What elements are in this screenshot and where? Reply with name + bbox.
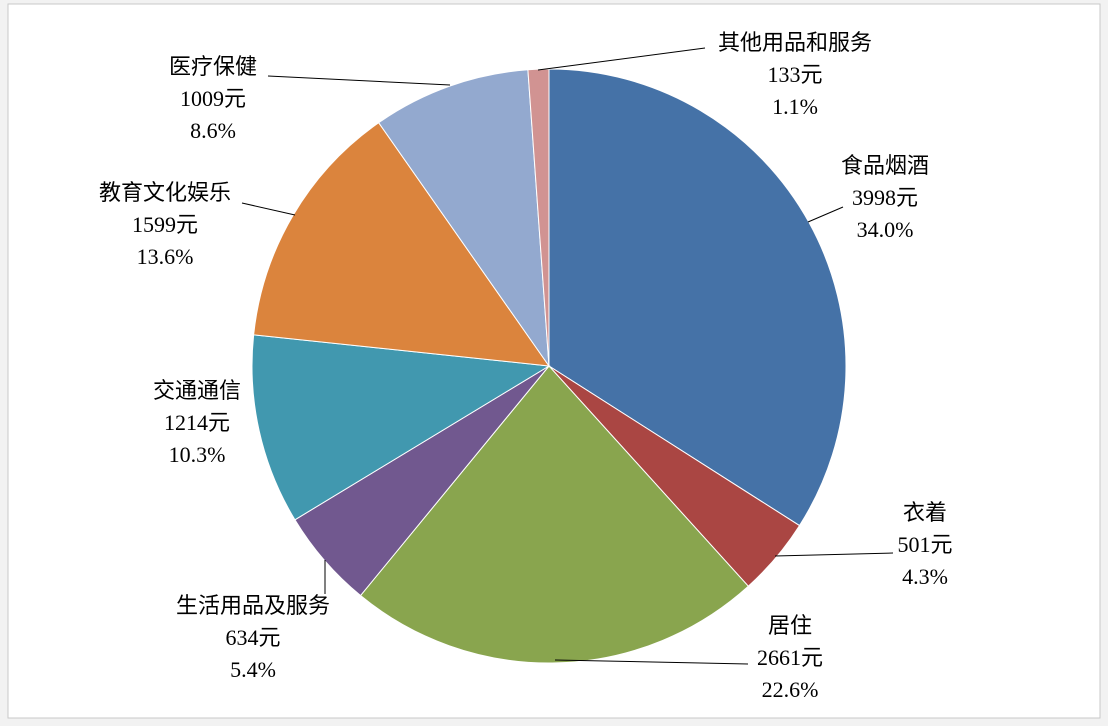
value-label: 1009元: [180, 86, 246, 111]
percent-label: 5.4%: [230, 657, 276, 682]
percent-label: 13.6%: [137, 244, 194, 269]
leader-line: [267, 75, 451, 86]
pie-slice: [251, 334, 551, 521]
percent-label: 4.3%: [902, 564, 948, 589]
value-label: 2661元: [757, 645, 823, 670]
value-label: 133元: [767, 62, 822, 87]
leader-line: [774, 552, 894, 557]
category-label: 居住: [768, 613, 812, 638]
leader-line: [807, 206, 844, 223]
category-label: 生活用品及服务: [176, 593, 330, 618]
leader-line: [537, 47, 706, 71]
category-label: 交通通信: [153, 378, 241, 403]
value-label: 501元: [897, 532, 952, 557]
percent-label: 1.1%: [772, 94, 818, 119]
percent-label: 22.6%: [762, 677, 819, 702]
category-label: 其他用品和服务: [718, 30, 872, 55]
percent-label: 10.3%: [169, 442, 226, 467]
percent-label: 34.0%: [857, 217, 914, 242]
value-label: 1599元: [132, 212, 198, 237]
value-label: 634元: [225, 625, 280, 650]
pie-slice: [377, 69, 550, 368]
category-label: 食品烟酒: [841, 153, 929, 178]
category-label: 教育文化娱乐: [99, 180, 231, 205]
data-labels: 食品烟酒 3998元 34.0% 衣着 501元 4.3% 居住 2661元 22.6% 生活用品…: [99, 30, 953, 702]
value-label: 3998元: [852, 185, 918, 210]
category-label: 衣着: [903, 500, 947, 525]
pie-slice: [359, 365, 750, 664]
value-label: 1214元: [164, 410, 230, 435]
category-label: 医疗保健: [169, 54, 257, 79]
percent-label: 8.6%: [190, 118, 236, 143]
pie: [251, 68, 847, 664]
leader-line: [554, 659, 749, 665]
leader-line: [241, 202, 296, 216]
pie-slice: [548, 68, 847, 527]
pie-slice: [253, 121, 551, 367]
